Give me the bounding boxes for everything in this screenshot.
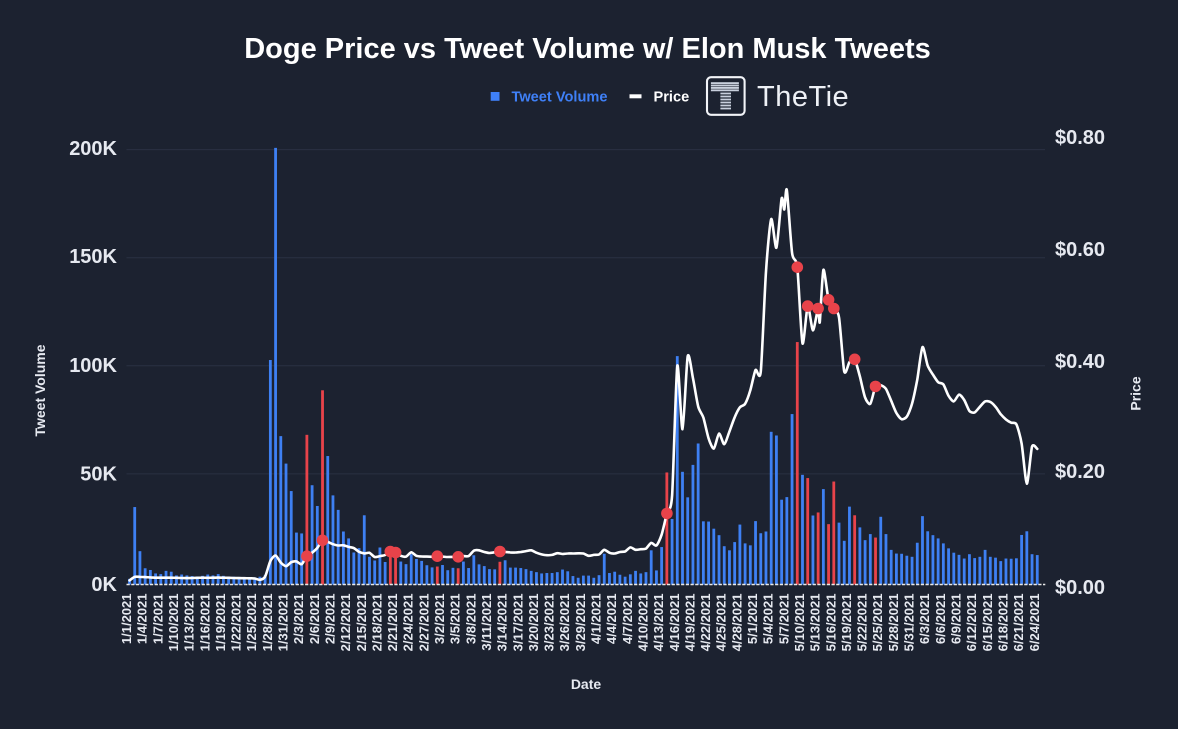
svg-text:3/14/2021: 3/14/2021 (495, 594, 510, 652)
svg-text:5/16/2021: 5/16/2021 (823, 594, 838, 652)
svg-text:Price: Price (654, 90, 690, 106)
svg-text:2/6/2021: 2/6/2021 (307, 594, 322, 645)
svg-text:$0.40: $0.40 (1055, 351, 1105, 373)
svg-text:50K: 50K (80, 463, 117, 485)
svg-text:1/19/2021: 1/19/2021 (213, 594, 228, 652)
svg-text:3/26/2021: 3/26/2021 (557, 594, 572, 652)
svg-text:3/11/2021: 3/11/2021 (479, 594, 494, 651)
svg-text:4/25/2021: 4/25/2021 (714, 594, 729, 652)
svg-text:6/24/2021: 6/24/2021 (1027, 594, 1042, 652)
svg-text:150K: 150K (69, 246, 117, 268)
svg-text:1/13/2021: 1/13/2021 (182, 594, 197, 652)
svg-text:4/22/2021: 4/22/2021 (698, 594, 713, 652)
svg-text:4/1/2021: 4/1/2021 (589, 594, 604, 645)
svg-text:5/25/2021: 5/25/2021 (870, 594, 885, 652)
svg-text:2/9/2021: 2/9/2021 (323, 594, 338, 645)
svg-text:6/18/2021: 6/18/2021 (996, 594, 1011, 652)
svg-text:4/7/2021: 4/7/2021 (620, 594, 635, 645)
svg-text:3/20/2021: 3/20/2021 (526, 594, 541, 652)
svg-text:TheTie: TheTie (757, 81, 849, 113)
svg-text:4/10/2021: 4/10/2021 (636, 594, 651, 652)
svg-text:5/10/2021: 5/10/2021 (792, 594, 807, 652)
svg-text:Tweet Volume: Tweet Volume (512, 90, 608, 106)
svg-text:1/16/2021: 1/16/2021 (197, 594, 212, 652)
svg-text:1/22/2021: 1/22/2021 (229, 594, 244, 652)
svg-text:6/12/2021: 6/12/2021 (964, 593, 979, 651)
svg-text:1/10/2021: 1/10/2021 (166, 594, 181, 652)
svg-text:2/18/2021: 2/18/2021 (369, 594, 384, 652)
svg-text:6/15/2021: 6/15/2021 (980, 594, 995, 652)
svg-text:5/31/2021: 5/31/2021 (902, 594, 917, 652)
svg-text:5/7/2021: 5/7/2021 (776, 594, 791, 645)
svg-text:4/19/2021: 4/19/2021 (682, 594, 697, 652)
svg-text:4/28/2021: 4/28/2021 (729, 594, 744, 652)
svg-text:Price: Price (1128, 376, 1144, 410)
svg-text:6/6/2021: 6/6/2021 (933, 594, 948, 645)
svg-text:2/15/2021: 2/15/2021 (354, 594, 369, 652)
svg-text:4/13/2021: 4/13/2021 (651, 594, 666, 652)
svg-text:0K: 0K (91, 574, 117, 596)
svg-text:2/12/2021: 2/12/2021 (338, 594, 353, 652)
svg-text:3/23/2021: 3/23/2021 (542, 594, 557, 652)
svg-text:3/29/2021: 3/29/2021 (573, 594, 588, 652)
svg-text:1/1/2021: 1/1/2021 (119, 594, 134, 645)
svg-text:1/4/2021: 1/4/2021 (135, 594, 150, 645)
svg-text:3/5/2021: 3/5/2021 (448, 594, 463, 645)
svg-text:$0.00: $0.00 (1055, 577, 1105, 599)
svg-text:6/9/2021: 6/9/2021 (949, 594, 964, 645)
svg-text:1/7/2021: 1/7/2021 (150, 594, 165, 645)
svg-text:3/2/2021: 3/2/2021 (432, 594, 447, 645)
svg-text:1/31/2021: 1/31/2021 (276, 594, 291, 652)
svg-text:Doge Price vs Tweet Volume w/: Doge Price vs Tweet Volume w/ Elon Musk … (244, 33, 931, 65)
svg-text:1/25/2021: 1/25/2021 (244, 594, 259, 652)
svg-text:5/28/2021: 5/28/2021 (886, 594, 901, 652)
svg-text:Tweet Volume: Tweet Volume (32, 344, 48, 436)
svg-text:1/28/2021: 1/28/2021 (260, 594, 275, 652)
svg-text:5/1/2021: 5/1/2021 (745, 594, 760, 645)
svg-text:5/4/2021: 5/4/2021 (761, 594, 776, 645)
svg-text:2/24/2021: 2/24/2021 (401, 594, 416, 652)
svg-text:4/16/2021: 4/16/2021 (667, 594, 682, 652)
svg-text:2/21/2021: 2/21/2021 (385, 594, 400, 652)
svg-text:$0.20: $0.20 (1055, 461, 1105, 483)
svg-text:2/27/2021: 2/27/2021 (416, 594, 431, 652)
svg-text:Date: Date (571, 676, 602, 692)
svg-text:2/3/2021: 2/3/2021 (291, 594, 306, 645)
svg-text:200K: 200K (69, 138, 117, 160)
svg-text:100K: 100K (69, 355, 117, 377)
svg-text:5/22/2021: 5/22/2021 (855, 594, 870, 652)
svg-text:4/4/2021: 4/4/2021 (604, 594, 619, 645)
svg-text:6/3/2021: 6/3/2021 (917, 594, 932, 645)
svg-text:5/13/2021: 5/13/2021 (808, 594, 823, 652)
svg-text:3/8/2021: 3/8/2021 (463, 594, 478, 645)
svg-text:$0.80: $0.80 (1055, 127, 1105, 149)
svg-text:$0.60: $0.60 (1055, 239, 1105, 261)
svg-text:6/21/2021: 6/21/2021 (1011, 594, 1026, 652)
svg-text:5/19/2021: 5/19/2021 (839, 594, 854, 652)
svg-text:3/17/2021: 3/17/2021 (510, 594, 525, 652)
